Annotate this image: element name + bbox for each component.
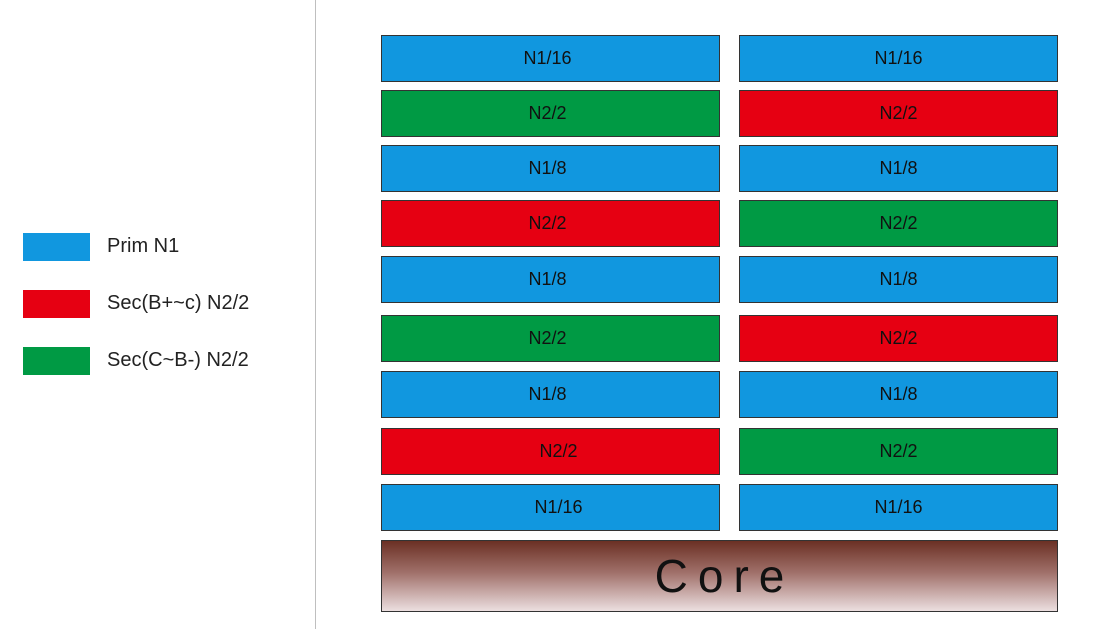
layer-label: N1/8 [528, 269, 567, 289]
layer-left-3: N1/8 [381, 145, 720, 192]
layer-right-5: N1/8 [739, 256, 1058, 303]
layer-label: N1/8 [528, 158, 567, 178]
layer-right-6: N2/2 [739, 315, 1058, 362]
layer-left-8: N2/2 [381, 428, 720, 475]
core-label: Core [654, 550, 795, 602]
layer-left-7: N1/8 [381, 371, 720, 418]
layer-label: N1/8 [528, 384, 567, 404]
layer-label: N1/16 [534, 497, 583, 517]
layer-label: N2/2 [528, 213, 567, 233]
legend-swatch-prim-n1 [23, 233, 90, 261]
layer-left-5: N1/8 [381, 256, 720, 303]
layer-label: N2/2 [879, 328, 918, 348]
layer-label: N2/2 [879, 213, 918, 233]
layer-left-9: N1/16 [381, 484, 720, 531]
layer-right-9: N1/16 [739, 484, 1058, 531]
layer-label: N2/2 [528, 103, 567, 123]
panel-divider [315, 0, 316, 629]
layer-right-7: N1/8 [739, 371, 1058, 418]
core-block: Core [381, 540, 1058, 612]
layer-left-2: N2/2 [381, 90, 720, 137]
legend-label-sec-b-plus-c: Sec(B+~c) N2/2 [107, 292, 250, 314]
legend-label-sec-c-b-minus: Sec(C~B-) N2/2 [107, 349, 249, 371]
layer-label: N2/2 [528, 328, 567, 348]
layer-label: N1/8 [879, 384, 918, 404]
legend-label-prim-n1: Prim N1 [107, 235, 180, 257]
layer-label: N1/8 [879, 269, 918, 289]
layer-right-1: N1/16 [739, 35, 1058, 82]
layer-left-4: N2/2 [381, 200, 720, 247]
layer-label: N1/16 [523, 48, 572, 68]
layer-label: N1/16 [874, 48, 923, 68]
layer-label: N2/2 [539, 441, 578, 461]
legend-swatch-sec-c-b-minus [23, 347, 90, 375]
layer-right-2: N2/2 [739, 90, 1058, 137]
layer-label: N1/16 [874, 497, 923, 517]
layer-left-1: N1/16 [381, 35, 720, 82]
layer-right-4: N2/2 [739, 200, 1058, 247]
legend-swatch-sec-b-plus-c [23, 290, 90, 318]
layer-left-6: N2/2 [381, 315, 720, 362]
layer-label: N2/2 [879, 441, 918, 461]
layer-right-3: N1/8 [739, 145, 1058, 192]
layer-right-8: N2/2 [739, 428, 1058, 475]
layer-label: N2/2 [879, 103, 918, 123]
layer-label: N1/8 [879, 158, 918, 178]
